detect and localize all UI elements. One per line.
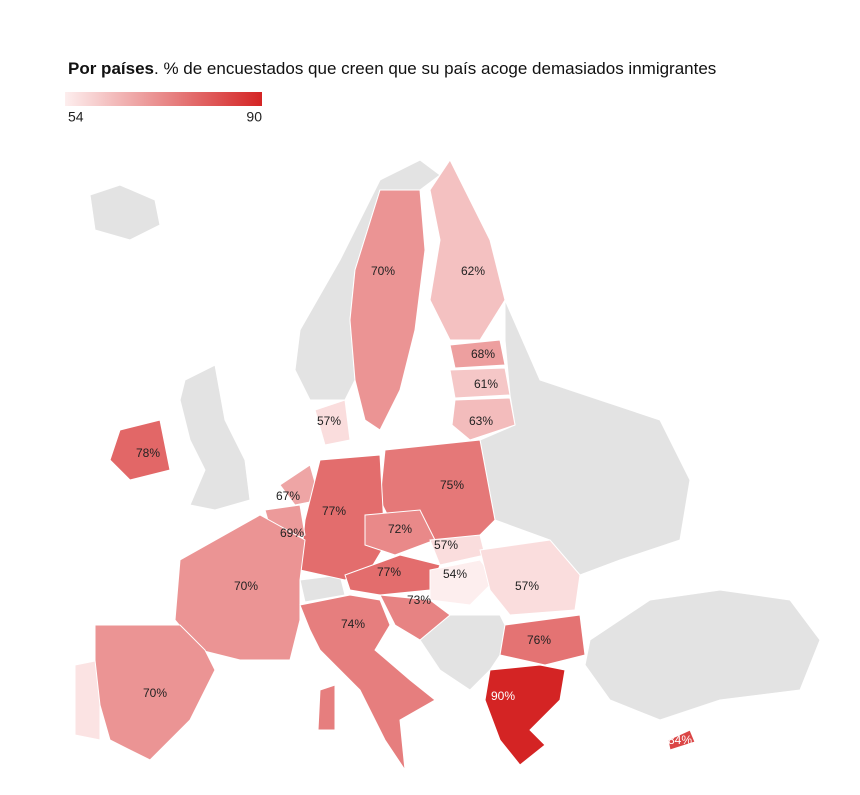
- region: [364, 509, 436, 556]
- value-label: 61%: [474, 377, 498, 391]
- value-label: 84%: [668, 733, 692, 747]
- region: [451, 397, 516, 441]
- region: [449, 367, 511, 399]
- region: [499, 614, 586, 666]
- value-label: 54%: [443, 567, 467, 581]
- region: [484, 664, 566, 766]
- title-bold: Por países: [68, 59, 154, 78]
- region: [314, 399, 351, 446]
- value-label: 76%: [527, 633, 551, 647]
- background-countries: [74, 159, 821, 741]
- value-label: 57%: [434, 538, 458, 552]
- value-label: 70%: [234, 579, 258, 593]
- region: [379, 594, 451, 641]
- value-label: 68%: [471, 347, 495, 361]
- value-label: 70%: [143, 686, 167, 700]
- value-label: 90%: [491, 689, 515, 703]
- region: [109, 419, 171, 481]
- value-label: 57%: [515, 579, 539, 593]
- region: [479, 539, 581, 616]
- value-label: 75%: [440, 478, 464, 492]
- portugal: [74, 659, 101, 741]
- region: [449, 339, 506, 369]
- east: [479, 299, 691, 576]
- value-label: 73%: [407, 593, 431, 607]
- colorbar-min: 54: [68, 109, 84, 125]
- value-label: 67%: [276, 489, 300, 503]
- title: Por países. % de encuestados que creen q…: [68, 59, 716, 78]
- value-label: 69%: [280, 526, 304, 540]
- region: [667, 729, 696, 751]
- value-label: 72%: [388, 522, 412, 536]
- value-label: 77%: [377, 565, 401, 579]
- colorbar: [65, 92, 262, 106]
- great-britain: [179, 364, 251, 511]
- switzerland: [299, 574, 346, 603]
- title-text: . % de encuestados que creen que su país…: [154, 59, 716, 78]
- value-label: 57%: [317, 414, 341, 428]
- value-label: 77%: [322, 504, 346, 518]
- iceland: [89, 184, 161, 241]
- region: [299, 594, 436, 771]
- value-label: 62%: [461, 264, 485, 278]
- region: [94, 624, 216, 761]
- value-label: 70%: [371, 264, 395, 278]
- region: [429, 159, 506, 341]
- value-label: 74%: [341, 617, 365, 631]
- value-label: 63%: [469, 414, 493, 428]
- colorbar-max: 90: [246, 109, 262, 125]
- value-label: 78%: [136, 446, 160, 460]
- region: [429, 559, 496, 606]
- region: [349, 189, 426, 431]
- turkey: [584, 589, 821, 721]
